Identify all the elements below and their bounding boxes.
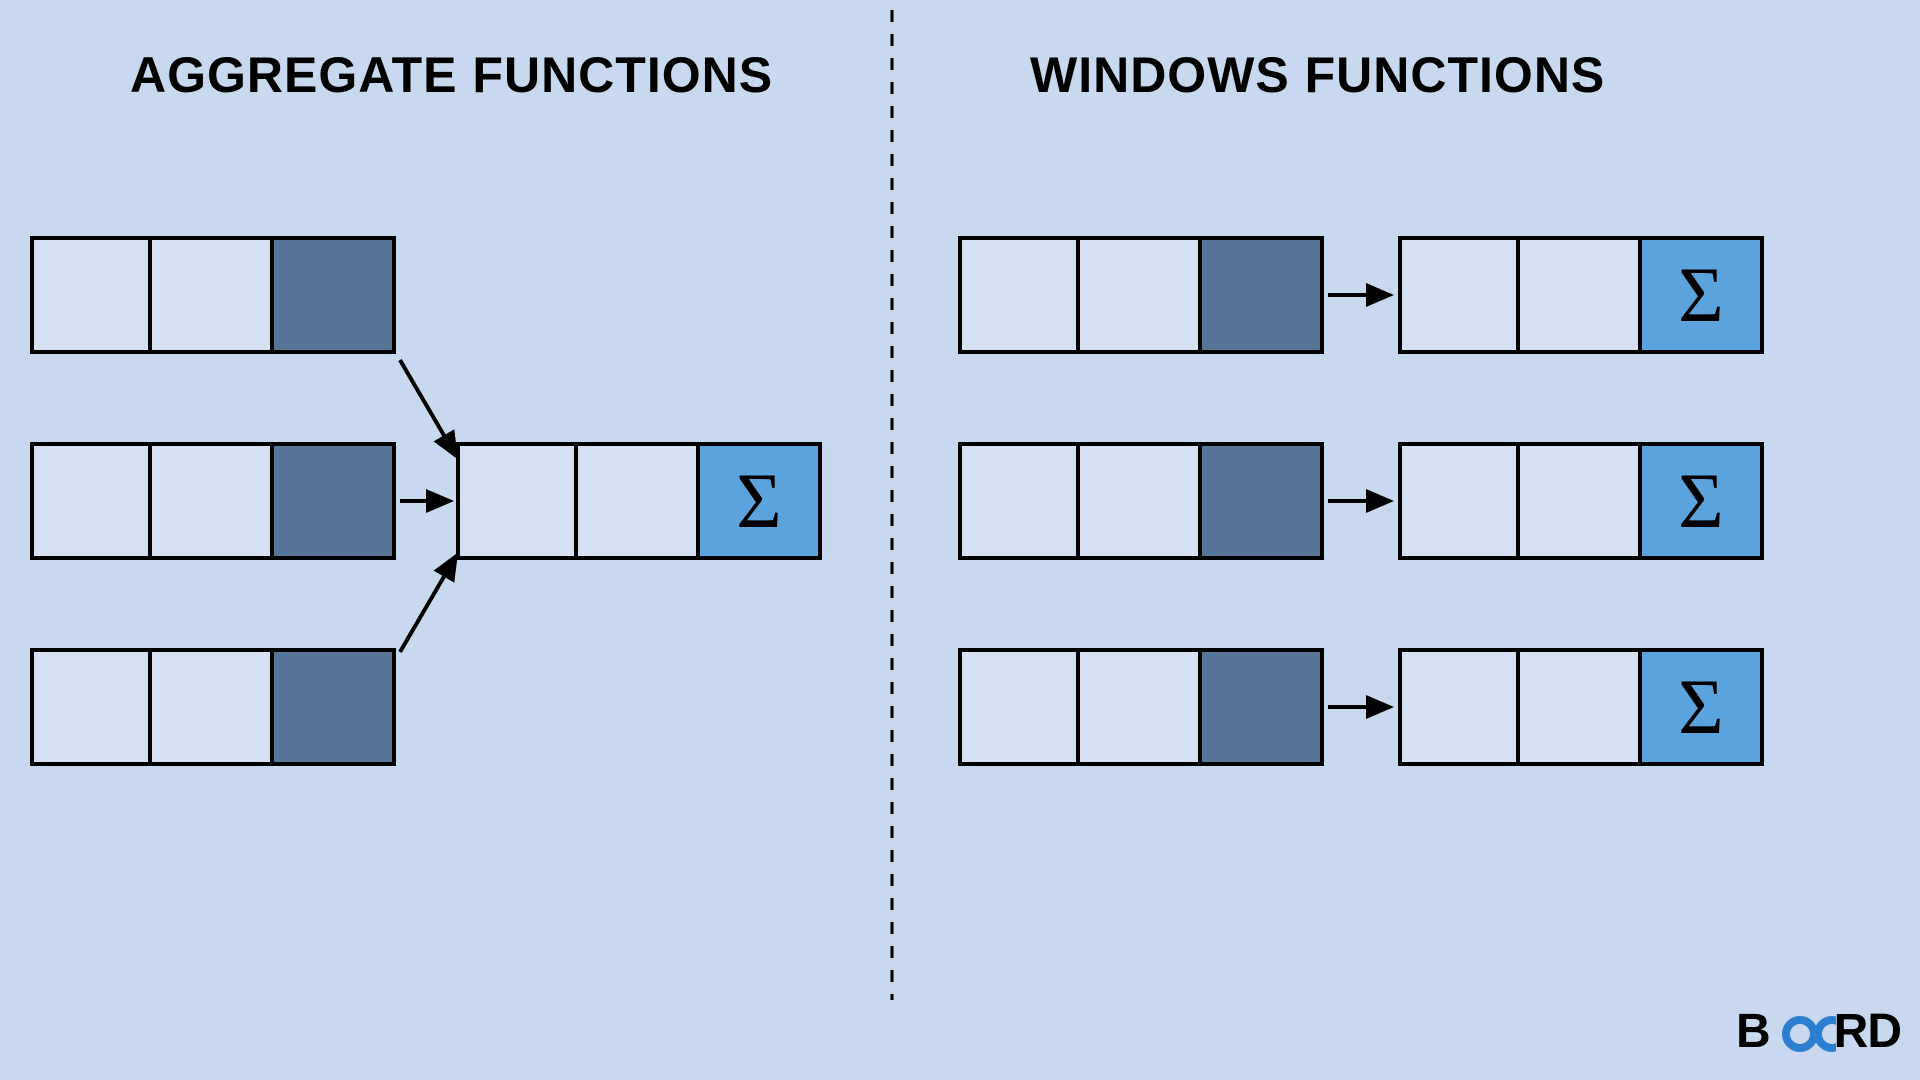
empty-cell <box>1080 442 1202 560</box>
title-windows: WINDOWS FUNCTIONS <box>1030 46 1605 104</box>
win-input-row-1 <box>958 442 1324 560</box>
empty-cell <box>578 442 700 560</box>
empty-cell <box>30 236 152 354</box>
empty-cell <box>958 648 1080 766</box>
infinity-icon-svg <box>1768 1014 1836 1054</box>
value-cell <box>274 236 396 354</box>
empty-cell <box>30 442 152 560</box>
diagram-canvas: AGGREGATE FUNCTIONS WINDOWS FUNCTIONS ΣΣ… <box>0 0 1920 1080</box>
empty-cell <box>1398 442 1520 560</box>
empty-cell <box>1080 236 1202 354</box>
logo-text-after: RD <box>1834 1004 1901 1059</box>
sigma-cell: Σ <box>1642 648 1764 766</box>
agg-output-row: Σ <box>456 442 822 560</box>
sigma-cell: Σ <box>1642 442 1764 560</box>
infinity-icon <box>1770 1004 1834 1059</box>
empty-cell <box>1398 648 1520 766</box>
empty-cell <box>1520 442 1642 560</box>
win-output-row-2: Σ <box>1398 648 1764 766</box>
win-input-row-2 <box>958 648 1324 766</box>
win-output-row-0: Σ <box>1398 236 1764 354</box>
agg-input-row-2 <box>30 648 396 766</box>
board-logo: B RD <box>1736 1004 1901 1059</box>
win-output-row-1: Σ <box>1398 442 1764 560</box>
agg-input-row-1 <box>30 442 396 560</box>
empty-cell <box>1080 648 1202 766</box>
empty-cell <box>152 236 274 354</box>
empty-cell <box>958 236 1080 354</box>
empty-cell <box>1520 236 1642 354</box>
empty-cell <box>1398 236 1520 354</box>
empty-cell <box>30 648 152 766</box>
empty-cell <box>1520 648 1642 766</box>
value-cell <box>1202 236 1324 354</box>
sigma-cell: Σ <box>700 442 822 560</box>
empty-cell <box>152 442 274 560</box>
value-cell <box>1202 648 1324 766</box>
empty-cell <box>152 648 274 766</box>
value-cell <box>1202 442 1324 560</box>
agg-input-row-0 <box>30 236 396 354</box>
win-input-row-0 <box>958 236 1324 354</box>
logo-text-before: B <box>1736 1004 1770 1059</box>
empty-cell <box>958 442 1080 560</box>
title-aggregate: AGGREGATE FUNCTIONS <box>130 46 773 104</box>
value-cell <box>274 442 396 560</box>
empty-cell <box>456 442 578 560</box>
sigma-cell: Σ <box>1642 236 1764 354</box>
value-cell <box>274 648 396 766</box>
